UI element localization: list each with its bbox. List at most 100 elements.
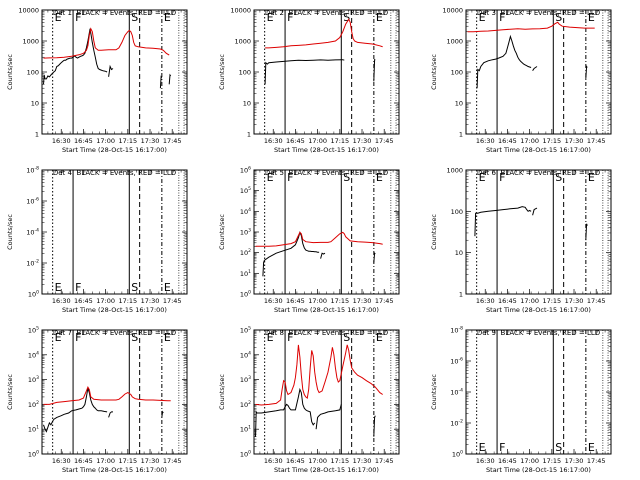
- marker-label-e2: E: [164, 331, 171, 344]
- y-tick-label: 10-8: [450, 326, 463, 335]
- x-tick-label: 16:45: [74, 137, 93, 145]
- x-tick-label: 17:45: [587, 137, 606, 145]
- plot-frame: [253, 329, 400, 455]
- x-axis-label: Start Time (28-Oct-15 16:17:00): [486, 466, 591, 474]
- y-tick-label: 10: [243, 100, 251, 108]
- marker-label-e: E: [55, 281, 62, 294]
- y-tick-label: 10-8: [26, 166, 39, 175]
- x-tick-label: 17:00: [308, 457, 327, 465]
- marker-label-e2: E: [164, 11, 171, 24]
- y-tick-label: 102: [240, 400, 251, 409]
- series-group: [467, 21, 595, 89]
- y-tick-label: 1000: [446, 167, 463, 175]
- y-tick-label: 102: [240, 248, 251, 257]
- y-axis-label: Counts/sec: [430, 214, 438, 250]
- x-tick-label: 16:30: [52, 137, 71, 145]
- y-tick-label: 10000: [18, 7, 39, 15]
- marker-label-f: F: [287, 11, 293, 24]
- marker-label-f: F: [287, 331, 293, 344]
- x-tick-label: 17:00: [308, 297, 327, 305]
- y-tick-label: 100: [451, 69, 463, 77]
- y-tick-label: 1: [35, 131, 39, 139]
- x-tick-label: 17:30: [565, 137, 584, 145]
- x-tick-label: 16:30: [476, 457, 495, 465]
- y-tick-label: 100: [240, 290, 251, 299]
- events-series-line: [43, 388, 108, 433]
- marker-label-e2: E: [376, 331, 383, 344]
- marker-label-e2: E: [588, 171, 595, 184]
- panel-det-4: Det 4: BLACK = Events, RED = LLD 100 10-2 1…: [6, 166, 188, 314]
- events-series-line: [532, 207, 538, 216]
- x-tick-label: 17:30: [353, 457, 372, 465]
- panel-title: Det 9: BLACK = Events, RED = LLD: [477, 329, 600, 337]
- panel-title: Det 6: BLACK = Events, RED = LLD: [477, 169, 600, 177]
- y-tick-label: 100: [240, 450, 251, 459]
- x-tick-label: 17:30: [565, 297, 584, 305]
- marker-label-e: E: [267, 171, 274, 184]
- x-tick-label: 17:45: [587, 457, 606, 465]
- marker-label-f: F: [75, 281, 81, 294]
- series-group: [255, 344, 383, 437]
- x-tick-label: 16:30: [264, 137, 283, 145]
- y-tick-label: 100: [451, 208, 463, 216]
- y-tick-label: 1: [459, 291, 463, 299]
- y-tick-label: 101: [240, 269, 251, 278]
- x-tick-label: 17:45: [375, 297, 394, 305]
- lld-series-line: [255, 231, 383, 247]
- y-tick-label: 105: [240, 186, 251, 195]
- panel-det-3: Det 3: BLACK = Events, RED = LLD 1 10 100 10…: [430, 7, 612, 154]
- y-tick-label: 100: [239, 69, 251, 77]
- x-tick-label: 16:45: [498, 137, 517, 145]
- y-tick-label: 104: [240, 207, 251, 216]
- x-tick-label: 17:00: [520, 297, 539, 305]
- marker-label-f: F: [75, 331, 81, 344]
- x-tick-label: 17:30: [353, 297, 372, 305]
- y-tick-label: 10-4: [450, 388, 463, 397]
- x-tick-label: 17:30: [141, 297, 160, 305]
- marker-label-s: S: [555, 171, 562, 184]
- events-series-line: [476, 34, 532, 89]
- plot-frame: [41, 9, 188, 135]
- x-tick-label: 16:45: [286, 137, 305, 145]
- events-series-line: [108, 64, 114, 77]
- x-tick-label: 17:15: [330, 457, 349, 465]
- x-axis-label: Start Time (28-Oct-15 16:17:00): [274, 466, 379, 474]
- marker-label-s: S: [343, 331, 350, 344]
- y-tick-label: 104: [240, 350, 251, 359]
- events-series-line: [373, 58, 376, 82]
- x-axis-label: Start Time (28-Oct-15 16:17:00): [274, 146, 379, 154]
- x-tick-label: 17:00: [96, 457, 115, 465]
- marker-label-s: S: [131, 11, 138, 24]
- x-tick-label: 17:15: [330, 137, 349, 145]
- y-tick-label: 1: [459, 131, 463, 139]
- y-axis-label: Counts/sec: [6, 214, 14, 250]
- marker-label-f: F: [499, 11, 505, 24]
- y-tick-label: 10-6: [450, 357, 463, 366]
- marker-label-e2: E: [588, 441, 595, 454]
- y-axis-label: Counts/sec: [218, 374, 226, 410]
- panel-title: Det 8: BLACK = Events, RED = LLD: [265, 329, 388, 337]
- panel-title: Det 7: BLACK = Events, RED = LLD: [53, 329, 176, 337]
- y-tick-label: 101: [28, 425, 39, 434]
- series-group: [264, 18, 383, 85]
- events-series-line: [315, 404, 342, 430]
- x-tick-label: 16:30: [264, 457, 283, 465]
- y-axis-label: Counts/sec: [218, 214, 226, 250]
- panel-det-9: Det 9: BLACK = Events, RED = LLD 100 10-2 1…: [430, 326, 612, 474]
- x-tick-label: 17:30: [141, 137, 160, 145]
- y-tick-label: 10: [455, 100, 463, 108]
- events-series-line: [264, 59, 345, 85]
- x-tick-label: 17:15: [542, 297, 561, 305]
- x-tick-label: 17:30: [353, 137, 372, 145]
- x-tick-label: 16:30: [52, 457, 71, 465]
- y-tick-label: 105: [28, 326, 39, 335]
- x-tick-label: 17:00: [96, 137, 115, 145]
- plot-frame: [41, 329, 188, 455]
- lld-series-line: [467, 21, 595, 33]
- y-tick-label: 10000: [442, 7, 463, 15]
- x-tick-label: 16:45: [74, 457, 93, 465]
- x-tick-label: 16:30: [476, 297, 495, 305]
- series-group: [43, 385, 171, 433]
- marker-label-e: E: [479, 171, 486, 184]
- panel-title: Det 1: BLACK = Events, RED = LLD: [53, 9, 176, 17]
